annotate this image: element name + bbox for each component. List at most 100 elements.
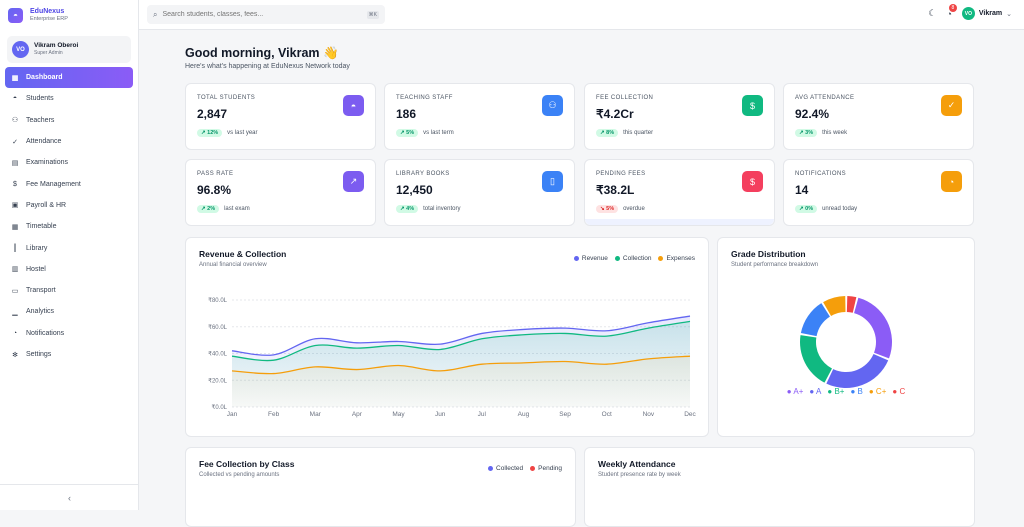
user-menu[interactable]: VO Vikram ⌄ [961,7,1012,20]
legend-item[interactable]: ● B+ [827,387,845,396]
sidebar-item-notifications[interactable]: ◔ Notifications [5,323,133,344]
donut-slice-b[interactable] [800,303,830,337]
graduation-cap-icon: ◓ [343,95,364,116]
calendar-icon: ▦ [11,223,19,231]
x-tick-label: Apr [352,411,363,418]
legend-item[interactable]: Pending [530,465,562,472]
sidebar-item-attendance[interactable]: ✓ Attendance [5,131,133,152]
stat-caption: unread today [822,206,858,212]
sidebar-item-timetable[interactable]: ▦ Timetable [5,216,133,237]
sidebar-item-dashboard[interactable]: ▦ Dashboard [5,67,133,89]
search-bar[interactable]: ⌕ ⌘K [147,5,385,24]
briefcase-icon: ▣ [11,202,19,210]
stat-card[interactable]: TOTAL STUDENTS 2,847 ◓ ↗ 12% vs last year [185,83,376,150]
sidebar-item-library[interactable]: ║ Library [5,237,133,258]
collapse-sidebar-button[interactable]: ‹ [0,484,139,510]
panel-title: Grade Distribution [731,249,806,259]
sidebar-item-settings[interactable]: ✻ Settings [5,344,133,365]
legend-label: Collection [622,255,652,262]
users-icon: ⚇ [11,117,19,125]
sidebar-item-transport[interactable]: ▭ Transport [5,280,133,301]
y-tick-label: ₹40.0L [208,351,227,358]
legend-item[interactable]: ● C [892,387,906,396]
graduation-cap-icon: ◓ [8,7,23,23]
legend-label: C [899,387,906,396]
topbar: ⌕ ⌘K ☾ ◔ 8 VO Vikram ⌄ [139,0,1024,30]
brand-subtitle: Enterprise ERP [30,15,68,22]
legend-item[interactable]: Collected [488,465,523,472]
legend-dot [573,256,579,261]
sidebar-item-payroll-hr[interactable]: ▣ Payroll & HR [5,195,133,216]
stat-card[interactable]: AVG ATTENDANCE 92.4% ✓ ↗ 3% this week [783,83,974,150]
legend-item[interactable]: ● A [809,387,822,396]
stat-value: 2,847 [197,107,228,121]
sidebar: ◓ EduNexus Enterprise ERP VO Vikram Ober… [0,0,139,510]
sidebar-item-label: Payroll & HR [26,201,67,209]
chart-legend: Revenue Collection Expenses [573,255,695,262]
donut-slice-a-plus[interactable] [854,297,892,359]
sidebar-item-analytics[interactable]: ▁ Analytics [5,301,133,322]
series-line-collection[interactable] [231,320,691,362]
chevron-down-icon: ⌄ [1006,10,1012,18]
x-tick-label: Jun [435,411,446,418]
brand[interactable]: ◓ EduNexus Enterprise ERP [0,0,138,30]
sidebar-item-hostel[interactable]: ▥ Hostel [5,259,133,280]
main-content: Good morning, Vikram 👋 Here's what's hap… [139,30,1024,527]
dollar-icon: $ [742,95,763,116]
stat-label: PENDING FEES [596,171,646,177]
donut-slice-b-plus[interactable] [800,335,832,383]
page-title: Good morning, Vikram 👋 [185,46,339,60]
series-line-expenses[interactable] [231,355,691,375]
stat-card[interactable]: FEE COLLECTION ₹4.2Cr $ ↗ 8% this quarter [584,83,775,150]
shortcut-hint: ⌘K [366,10,379,19]
book-open-icon: ▯ [542,171,563,192]
trend-badge: ↗ 2% [197,205,220,213]
donut-slice-a[interactable] [826,353,889,388]
x-tick-label: Sep [559,411,571,418]
legend-label: A+ [793,387,804,396]
sidebar-item-fee-management[interactable]: $ Fee Management [5,173,133,194]
x-tick-label: Jul [478,411,487,418]
moon-icon[interactable]: ☾ [928,8,937,18]
stat-card[interactable]: PASS RATE 96.8% ↗ ↗ 2% last exam [185,159,376,226]
notifications-button[interactable]: ◔ 8 [946,3,957,19]
y-tick-label: ₹60.0L [208,324,227,331]
legend-item[interactable]: ● C+ [868,387,887,396]
grade-distribution-panel: Grade Distribution Student performance b… [717,237,975,437]
stat-caption: this quarter [623,130,654,136]
legend-label: Pending [538,465,562,472]
stat-value: 14 [795,183,809,197]
chart-legend: Collected Pending [488,465,562,472]
sidebar-nav: ▦ Dashboard ◓ Students ⚇ Teachers ✓ Attendance ▤… [0,67,138,365]
search-input[interactable] [162,11,362,18]
legend-item[interactable]: Revenue [573,255,608,262]
donut-slice-c-plus[interactable] [823,296,846,316]
stat-label: LIBRARY BOOKS [396,171,450,177]
sidebar-item-examinations[interactable]: ▤ Examinations [5,152,133,173]
legend-item[interactable]: Collection [614,255,652,262]
x-tick-label: May [392,411,405,418]
stat-card[interactable]: PENDING FEES ₹38.2L $ ↘ 5% overdue [584,159,775,226]
stat-card[interactable]: NOTIFICATIONS 14 ◔ ↗ 0% unread today [783,159,974,226]
legend-dot [488,466,494,471]
user-card[interactable]: VO Vikram Oberoi Super Admin [7,36,131,63]
sidebar-item-label: Teachers [26,116,55,124]
panel-subtitle: Student performance breakdown [731,262,819,268]
bell-icon: ◔ [941,171,962,192]
stat-card[interactable]: LIBRARY BOOKS 12,450 ▯ ↗ 4% total inventory [384,159,575,226]
sidebar-item-teachers[interactable]: ⚇ Teachers [5,110,133,131]
sidebar-item-students[interactable]: ◓ Students [5,88,133,109]
stat-card[interactable]: TEACHING STAFF 186 ⚇ ↗ 5% vs last term [384,83,575,150]
trend-badge: ↗ 3% [795,129,818,137]
panel-title: Weekly Attendance [598,459,676,469]
graduation-cap-icon: ◓ [12,95,18,103]
donut-slice-c[interactable] [846,296,857,313]
user-check-icon: ✓ [12,138,18,146]
series-line-revenue[interactable] [231,315,691,356]
legend-item[interactable]: ● A+ [786,387,804,396]
legend-label: C+ [875,387,887,396]
user-check-icon: ✓ [941,95,962,116]
legend-label: Revenue [581,255,608,262]
legend-item[interactable]: Expenses [658,255,695,262]
legend-item[interactable]: ● B [850,387,863,396]
